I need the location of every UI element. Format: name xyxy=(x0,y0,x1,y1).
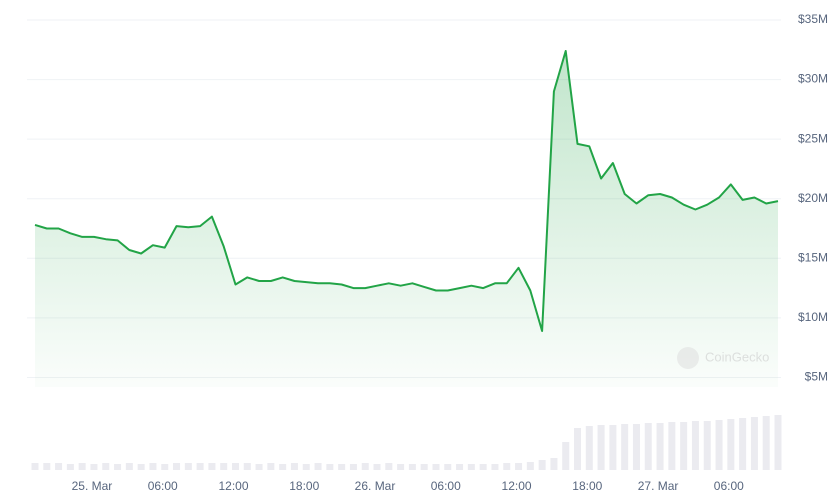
volume-bar xyxy=(149,463,157,470)
volume-bar xyxy=(739,418,747,470)
volume-bar xyxy=(397,464,405,470)
volume-bar xyxy=(526,462,534,470)
volume-bar xyxy=(243,463,251,470)
volume-bar xyxy=(78,463,86,470)
y-tick-label: $10M xyxy=(798,310,828,324)
watermark-text: CoinGecko xyxy=(705,349,769,364)
y-tick-label: $20M xyxy=(798,191,828,205)
volume-bar xyxy=(290,463,298,470)
volume-bar xyxy=(373,464,381,470)
volume-bar xyxy=(31,463,39,470)
volume-bar xyxy=(456,464,464,470)
volume-bar xyxy=(102,463,110,470)
volume-bar xyxy=(479,464,487,470)
x-tick-label: 06:00 xyxy=(431,479,461,493)
volume-bar xyxy=(491,464,499,470)
volume-bar xyxy=(314,463,322,470)
x-tick-label: 12:00 xyxy=(218,479,248,493)
volume-bar xyxy=(267,463,275,470)
volume-bar xyxy=(691,421,699,470)
volume-bar xyxy=(208,463,216,470)
area-fill xyxy=(35,51,778,387)
volume-bar xyxy=(467,464,475,470)
volume-bar xyxy=(125,463,133,470)
volume-bar xyxy=(703,421,711,470)
x-tick-label: 12:00 xyxy=(502,479,532,493)
volume-bar xyxy=(550,458,558,470)
volume-bar xyxy=(161,464,169,470)
volume-bar xyxy=(385,463,393,470)
y-tick-label: $15M xyxy=(798,250,828,264)
volume-bar xyxy=(279,464,287,470)
volume-bar xyxy=(538,460,546,470)
x-tick-label: 18:00 xyxy=(572,479,602,493)
watermark-logo xyxy=(677,347,699,369)
volume-bar xyxy=(609,425,617,470)
volume-bar xyxy=(196,463,204,470)
volume-bar xyxy=(326,464,334,470)
volume-bar xyxy=(715,420,723,470)
volume-bar xyxy=(231,463,239,470)
y-tick-label: $35M xyxy=(798,12,828,26)
volume-bar xyxy=(90,464,98,470)
volume-bar xyxy=(432,464,440,470)
y-tick-label: $5M xyxy=(805,370,828,384)
volume-bar xyxy=(574,428,582,470)
volume-bar xyxy=(515,463,523,470)
volume-bar xyxy=(762,416,770,470)
volume-bar xyxy=(66,464,74,470)
volume-bar xyxy=(597,425,605,470)
volume-bar xyxy=(680,422,688,470)
y-tick-label: $30M xyxy=(798,72,828,86)
volume-bar xyxy=(43,463,51,470)
volume-bar xyxy=(408,464,416,470)
volume-bar xyxy=(114,464,122,470)
volume-bar xyxy=(302,464,310,470)
volume-bar xyxy=(173,463,181,470)
volume-bar xyxy=(750,417,758,470)
volume-bar xyxy=(137,464,145,470)
volume-bar xyxy=(55,463,63,470)
x-tick-label: 06:00 xyxy=(148,479,178,493)
volume-bar xyxy=(503,463,511,470)
x-tick-label: 26. Mar xyxy=(355,479,396,493)
volume-bar xyxy=(338,464,346,470)
volume-bar xyxy=(420,464,428,470)
volume-bar xyxy=(644,423,652,470)
volume-bar xyxy=(632,424,640,470)
volume-bar xyxy=(562,442,570,470)
volume-bar xyxy=(656,423,664,470)
volume-bar xyxy=(444,464,452,470)
x-tick-label: 27. Mar xyxy=(638,479,679,493)
volume-bar xyxy=(184,463,192,470)
volume-bar xyxy=(585,426,593,470)
y-tick-label: $25M xyxy=(798,131,828,145)
volume-bar xyxy=(361,463,369,470)
volume-bar xyxy=(220,463,228,470)
x-tick-label: 06:00 xyxy=(714,479,744,493)
volume-bar xyxy=(621,424,629,470)
x-tick-label: 18:00 xyxy=(289,479,319,493)
volume-bar xyxy=(668,422,676,470)
volume-bar xyxy=(255,464,263,470)
watermark: CoinGecko xyxy=(677,347,769,369)
volume-bar xyxy=(727,419,735,470)
volume-bar xyxy=(349,464,357,470)
volume-bar xyxy=(774,415,782,470)
price-line xyxy=(34,50,779,332)
x-tick-label: 25. Mar xyxy=(72,479,113,493)
